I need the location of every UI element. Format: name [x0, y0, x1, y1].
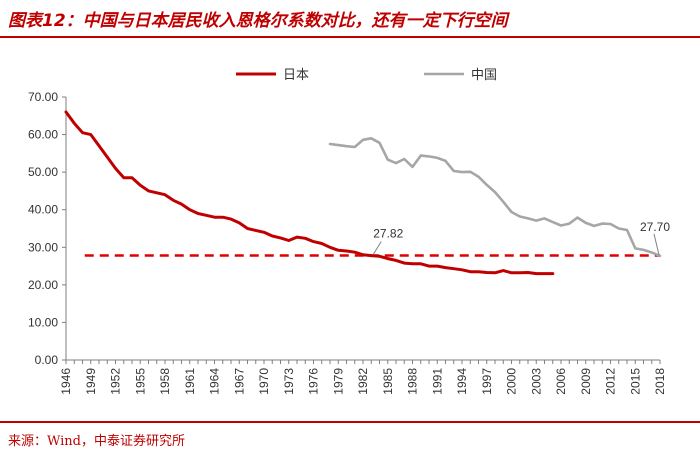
x-tick-label: 1949: [84, 368, 98, 395]
y-tick-label: 40.00: [28, 203, 58, 217]
source-note: 来源：Wind，中泰证券研究所: [8, 434, 185, 449]
x-tick-label: 1955: [133, 368, 147, 395]
x-tick-label: 1985: [381, 368, 395, 395]
y-tick-label: 60.00: [28, 128, 58, 142]
x-tick-label: 2009: [579, 368, 593, 395]
x-tick-label: 1967: [232, 368, 246, 395]
y-tick-label: 20.00: [28, 278, 58, 292]
x-tick-label: 1988: [406, 368, 420, 395]
annotation-label: 27.70: [640, 220, 670, 234]
x-tick-label: 1973: [282, 368, 296, 395]
engel-coefficient-chart: 0.00 10.00 20.00 30.00 40.00 50.00 60.00 70.00 1…: [28, 68, 670, 395]
x-tick-label: 1979: [331, 368, 345, 395]
x-tick-label: 1994: [455, 368, 469, 395]
y-tick-label: 10.00: [28, 315, 58, 329]
legend-label-china: 中国: [471, 68, 497, 83]
x-tick-label: 2012: [604, 368, 618, 395]
legend-label-japan: 日本: [283, 68, 309, 83]
annotation-leader: [653, 233, 660, 256]
header-rule: [0, 36, 700, 38]
y-tick-label: 50.00: [28, 165, 58, 179]
series-line-china: [328, 137, 662, 258]
x-tick-label: 2003: [529, 368, 543, 395]
y-tick-label: 0.00: [35, 353, 59, 367]
x-tick-label: 1997: [480, 368, 494, 395]
x-tick-label: 1991: [430, 368, 444, 395]
x-tick-label: 2000: [505, 368, 519, 395]
x-tick-label: 1976: [307, 368, 321, 395]
x-tick-label: 1946: [59, 368, 73, 395]
x-tick-label: 2006: [554, 368, 568, 395]
y-tick-label: 70.00: [28, 90, 58, 104]
x-tick-label: 1964: [208, 368, 222, 395]
x-tick-label: 1958: [158, 368, 172, 395]
x-tick-label: 1982: [356, 368, 370, 395]
x-tick-label: 1970: [257, 368, 271, 395]
y-tick-label: 30.00: [28, 240, 58, 254]
series-line-japan: [64, 110, 555, 276]
x-tick-label: 1952: [109, 368, 123, 395]
footer-rule: [0, 421, 700, 423]
annotation-leader: [372, 241, 382, 255]
chart-title: 图表12：中国与日本居民收入恩格尔系数对比，还有一定下行空间: [8, 11, 508, 31]
annotation-label: 27.82: [373, 226, 403, 240]
x-tick-label: 1961: [183, 368, 197, 395]
x-tick-label: 2018: [653, 368, 667, 395]
x-tick-label: 2015: [628, 368, 642, 395]
